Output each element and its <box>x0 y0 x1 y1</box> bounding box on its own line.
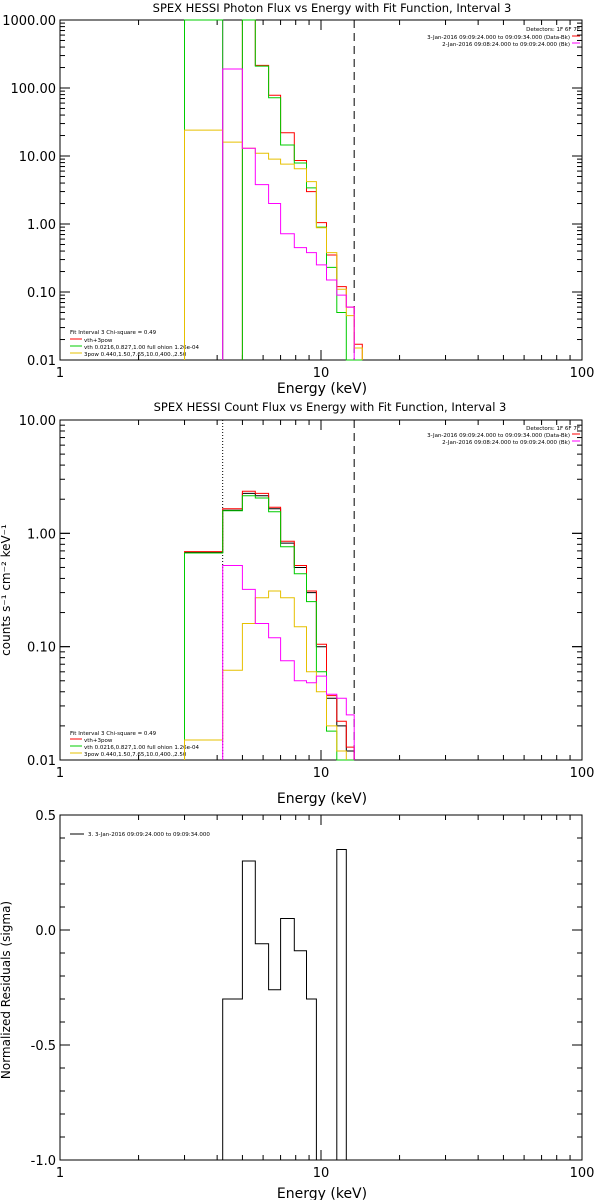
y-tick-label: -1.0 <box>31 1154 56 1169</box>
y-tick-label: 10.00 <box>19 414 56 429</box>
count-flux-legend-bottom: Fit Interval 3 Chi-square = 0.49 vth+3po… <box>70 731 199 758</box>
photon-flux-legend-top: Detectors: 1F 6F 7F 3-Jan-2016 09:09:24.… <box>427 27 580 48</box>
y-tick-label: 0.01 <box>27 354 56 369</box>
photon-flux-legend-bottom: Fit Interval 3 Chi-square = 0.49 vth+3po… <box>70 330 199 358</box>
series-vth <box>241 19 363 361</box>
residuals-ylabel: Normalized Residuals (sigma) <box>0 901 13 1079</box>
y-tick-label: 0.5 <box>35 809 56 824</box>
x-tick-label: 100 <box>570 1166 595 1181</box>
count-flux-title: SPEX HESSI Count Flux vs Energy with Fit… <box>154 400 507 414</box>
y-tick-label: -0.5 <box>31 1039 56 1054</box>
series-vth <box>184 19 224 360</box>
series-bk <box>222 565 355 760</box>
y-tick-label: 0.10 <box>27 641 56 656</box>
legend-bk-interval: 2-Jan-2016 09:08:24.000 to 09:09:24.000 … <box>442 440 570 446</box>
x-tick-label: 10 <box>313 1166 330 1181</box>
plot-frame <box>59 419 583 761</box>
count-flux-ylabel: counts s⁻¹ cm⁻² keV⁻¹ <box>0 524 13 656</box>
y-tick-label: 1.00 <box>27 527 56 542</box>
plot-frame <box>59 19 583 361</box>
legend-fit-interval: Fit Interval 3 Chi-square = 0.49 <box>70 731 157 737</box>
series-vth-3pow <box>241 19 363 360</box>
series-data-bk <box>184 492 355 760</box>
x-tick-label: 10 <box>313 366 330 381</box>
legend-data-interval: 3-Jan-2016 09:09:24.000 to 09:09:34.000 … <box>427 35 570 41</box>
x-tick-label: 100 <box>570 366 595 381</box>
photon-flux-xlabel: Energy (keV) <box>277 381 367 397</box>
count-flux-legend-top: Detectors: 1F 6F 7F 3-Jan-2016 09:09:24.… <box>427 426 580 446</box>
residuals-xlabel: Energy (keV) <box>277 1186 367 1200</box>
legend-vth-3pow: vth+3pow <box>84 338 113 344</box>
legend-bk-interval: 2-Jan-2016 09:08:24.000 to 09:09:24.000 … <box>442 42 570 48</box>
y-tick-label: 0.10 <box>27 286 56 301</box>
y-tick-label: 100.00 <box>11 82 57 97</box>
legend-vth-3pow: vth+3pow <box>84 738 113 744</box>
y-tick-label: 0.01 <box>27 754 56 769</box>
legend-detectors: Detectors: 1F 6F 7F <box>526 426 580 432</box>
residuals-legend: 3. 3-Jan-2016 09:09:24.000 to 09:09:34.0… <box>88 832 210 838</box>
legend-3pow: 3pow 0.440,1.50,7.65,10.0,400.,2.50 <box>84 352 187 358</box>
series-3pow <box>184 590 347 760</box>
y-tick-label: 1.00 <box>27 218 56 233</box>
legend-3pow: 3pow 0.440,1.50,7.65,10.0,400.,2.50 <box>84 752 187 758</box>
series-3-3-jan-2016-09-09-24-000-to-09-09-34-000 <box>222 849 355 1161</box>
y-tick-label: 10.00 <box>19 150 56 165</box>
legend-fit-interval: Fit Interval 3 Chi-square = 0.49 <box>70 330 157 336</box>
series-vth <box>184 495 355 761</box>
series-3pow <box>184 129 363 360</box>
x-tick-label: 1 <box>56 1166 64 1181</box>
y-tick-label: 0.0 <box>35 924 56 939</box>
y-tick-label: 1000.00 <box>2 14 56 29</box>
series-vth-3pow <box>184 490 355 760</box>
legend-data-interval: 3-Jan-2016 09:09:24.000 to 09:09:34.000 … <box>427 433 570 439</box>
legend-vth: vth 0.0216,0.827,1.00 full ohion 1.26e-0… <box>84 745 199 751</box>
x-tick-label: 1 <box>56 366 64 381</box>
legend-detectors: Detectors: 1F 6F 7F <box>526 27 580 33</box>
x-tick-label: 1 <box>56 766 64 781</box>
x-tick-label: 100 <box>570 766 595 781</box>
count-flux-xlabel: Energy (keV) <box>277 791 367 807</box>
series-bk <box>222 68 355 360</box>
photon-flux-title: SPEX HESSI Photon Flux vs Energy with Fi… <box>153 1 512 15</box>
legend-vth: vth 0.0216,0.827,1.00 full ohion 1.26e-0… <box>84 345 199 351</box>
plot-frame <box>59 814 583 1161</box>
x-tick-label: 10 <box>313 766 330 781</box>
